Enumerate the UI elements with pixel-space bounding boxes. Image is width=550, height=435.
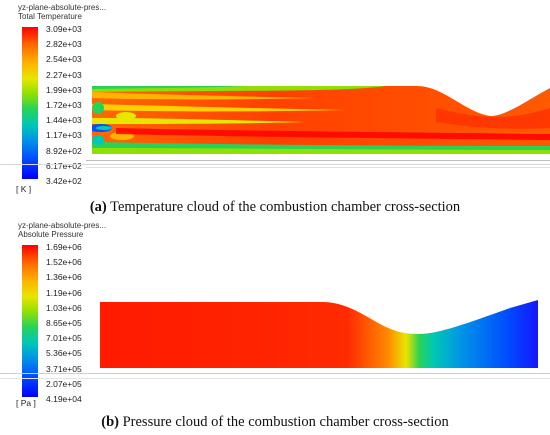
colorbar-tick-label: 7.01e+05 — [46, 333, 82, 344]
colorbar-tick-label: 1.17e+03 — [46, 130, 82, 141]
colorbar-tick-label: 3.09e+03 — [46, 24, 82, 34]
ground-line — [0, 378, 550, 379]
legend-plane-label: yz-plane-absolute-pres... — [18, 3, 107, 12]
ground-line — [86, 160, 550, 161]
colorbar-tick-label: 1.52e+06 — [46, 257, 82, 268]
pressure-unit: [ Pa ] — [16, 398, 36, 408]
temperature-colorbar — [22, 27, 38, 179]
legend-variable-label: Total Temperature — [18, 12, 82, 21]
temperature-unit: [ K ] — [16, 184, 32, 194]
colorbar-tick-label: 4.19e+04 — [46, 394, 82, 404]
colorbar-tick-label: 1.36e+06 — [46, 272, 82, 283]
colorbar-tick-label: 1.72e+03 — [46, 100, 82, 110]
colorbar-tick-label: 1.19e+06 — [46, 287, 82, 298]
colorbar-tick-label: 2.82e+03 — [46, 39, 82, 50]
pressure-colorbar — [22, 245, 38, 397]
caption-label: (a) — [89, 199, 107, 215]
caption-text: Pressure cloud of the combustion chamber… — [118, 414, 449, 430]
ground-line — [0, 164, 550, 165]
legend-variable-label: Absolute Pressure — [18, 230, 84, 239]
colorbar-tick-label: 1.99e+03 — [46, 84, 82, 95]
pressure-caption: (b) Pressure cloud of the combustion cha… — [0, 414, 550, 431]
colorbar-tick-label: 3.42e+02 — [46, 176, 82, 186]
colorbar-tick-label: 1.69e+06 — [46, 242, 82, 252]
colorbar-tick-label: 1.44e+03 — [46, 115, 82, 126]
pressure-panel: yz-plane-absolute-pres... Absolute Press… — [0, 218, 550, 435]
caption-text: Temperature cloud of the combustion cham… — [106, 199, 461, 215]
caption-label: (b) — [101, 414, 119, 430]
colorbar-tick-label: 2.54e+03 — [46, 54, 82, 65]
temperature-contour-field — [92, 86, 550, 154]
legend-plane-label: yz-plane-absolute-pres... — [18, 221, 107, 230]
pressure-contour-field — [100, 300, 538, 368]
temperature-panel: yz-plane-absolute-pres... Total Temperat… — [0, 3, 550, 216]
colorbar-tick-label: 3.71e+05 — [46, 363, 82, 374]
ground-line — [86, 167, 550, 168]
colorbar-tick-label: 5.36e+05 — [46, 348, 82, 359]
temperature-caption: (a) Temperature cloud of the combustion … — [0, 199, 550, 216]
colorbar-tick-label: 2.27e+03 — [46, 69, 82, 80]
colorbar-tick-label: 8.92e+02 — [46, 145, 82, 156]
colorbar-tick-label: 2.07e+05 — [46, 378, 82, 389]
colorbar-tick-label: 1.03e+06 — [46, 302, 82, 313]
ground-line — [0, 373, 550, 374]
colorbar-tick-label: 6.17e+02 — [46, 160, 82, 171]
colorbar-tick-label: 8.65e+05 — [46, 318, 82, 328]
